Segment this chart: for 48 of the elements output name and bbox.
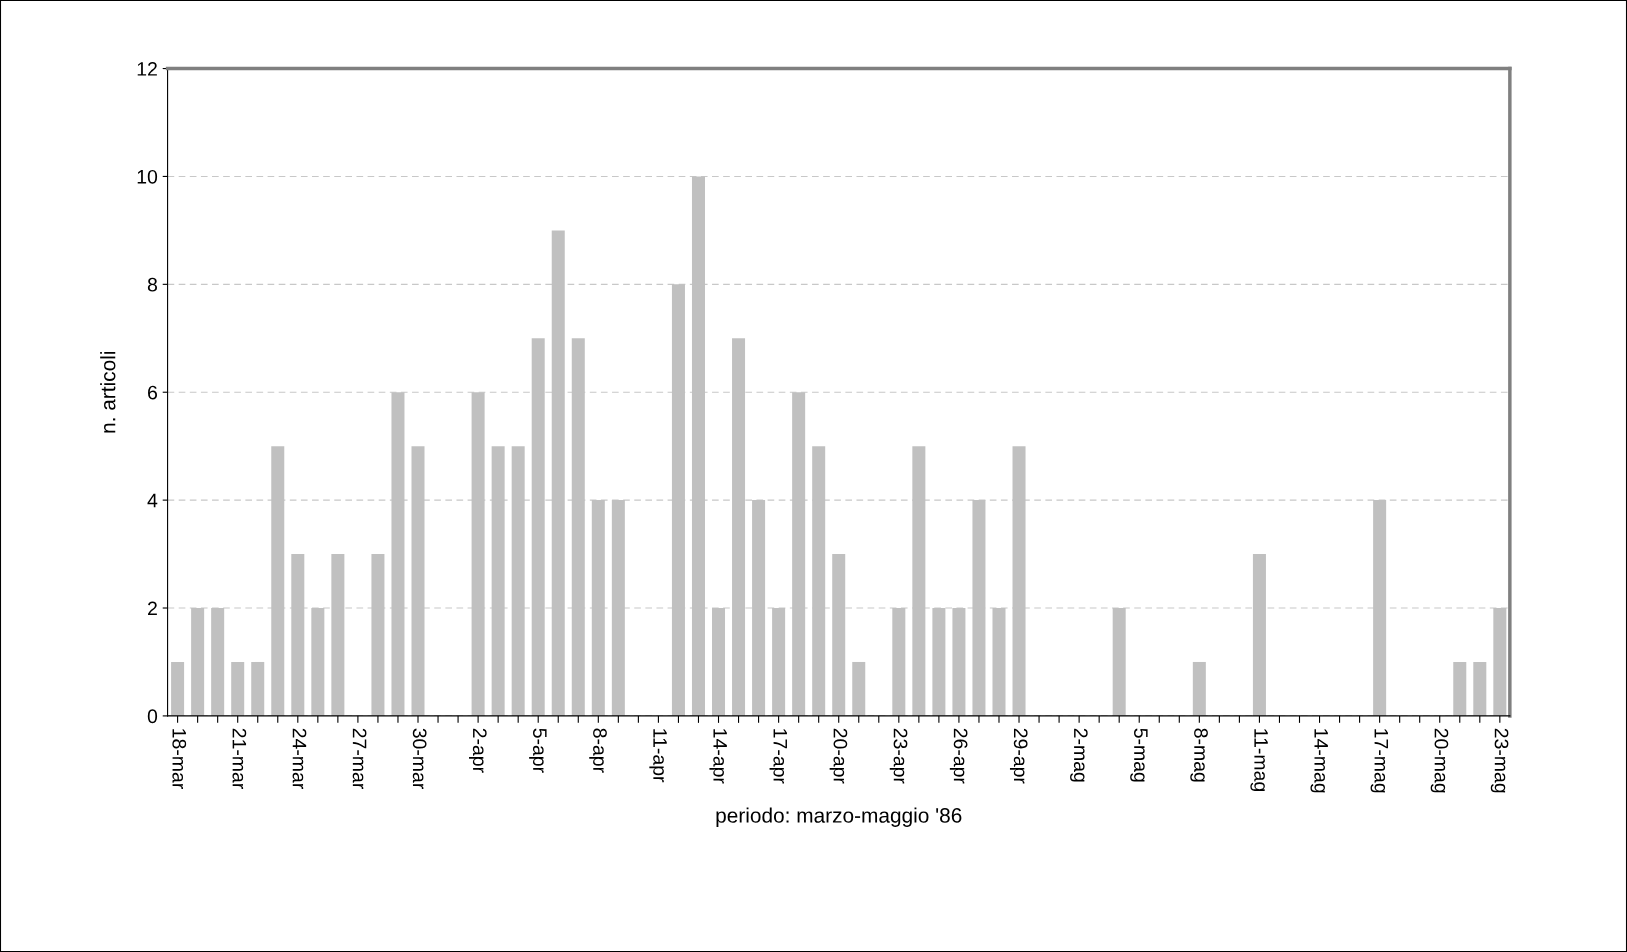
x-tick-label: 17-mag	[1370, 729, 1388, 793]
x-tick-label: 20-apr	[829, 728, 848, 784]
y-tick-label: 0	[147, 709, 158, 724]
x-tick-label: 26-apr	[949, 728, 968, 784]
bar	[391, 392, 405, 716]
x-tick-label: 8-mag	[1190, 728, 1208, 782]
bar	[271, 446, 285, 716]
y-axis-title: n. articoli	[100, 351, 116, 433]
y-tick-label: 2	[148, 601, 157, 616]
y-tick-label: 4	[147, 493, 158, 508]
bar	[471, 392, 485, 716]
bar	[511, 446, 525, 716]
bar	[671, 284, 685, 716]
x-tick-label: 29-apr	[1009, 728, 1028, 784]
y-tick-label: 10	[137, 169, 158, 184]
x-tick-label: 2-apr	[469, 728, 487, 773]
x-axis-title: periodo: marzo-maggio '86	[716, 807, 962, 827]
x-tick-label: 8-apr	[589, 728, 607, 773]
x-tick-label: 5-mag	[1130, 728, 1148, 782]
x-tick-label: 21-mar	[232, 728, 247, 789]
x-tick-label: 14-mag	[1310, 729, 1328, 793]
bar	[852, 661, 866, 716]
bar	[912, 446, 926, 716]
bar	[251, 661, 265, 716]
bar	[171, 661, 185, 716]
x-tick-label: 14-apr	[709, 729, 727, 784]
bar	[792, 392, 806, 716]
bar	[1473, 661, 1487, 716]
x-tick-label: 27-mar	[352, 728, 367, 789]
x-tick-label: 23-apr	[889, 728, 908, 784]
x-tick-label: 5-apr	[529, 728, 547, 773]
y-tick-label: 6	[148, 385, 158, 400]
x-tick-label: 30-mar	[412, 728, 427, 789]
y-tick-label: 8	[147, 277, 158, 292]
x-tick-label: 17-apr	[769, 729, 787, 784]
x-tick-label: 11-apr	[649, 729, 667, 783]
x-tick-label: 11-mag	[1250, 729, 1268, 791]
x-tick-label: 23-mag	[1490, 728, 1509, 793]
x-tick-label: 18-mar	[172, 729, 187, 789]
x-tick-label: 24-mar	[292, 728, 307, 789]
x-tick-label: 2-mag	[1070, 728, 1088, 782]
bar	[1192, 661, 1206, 716]
y-tick-label: 12	[137, 62, 157, 76]
x-tick-label: 20-mag	[1430, 728, 1449, 793]
bar	[551, 230, 565, 716]
bar	[1453, 661, 1467, 716]
bar	[832, 554, 846, 716]
bar	[231, 661, 245, 716]
